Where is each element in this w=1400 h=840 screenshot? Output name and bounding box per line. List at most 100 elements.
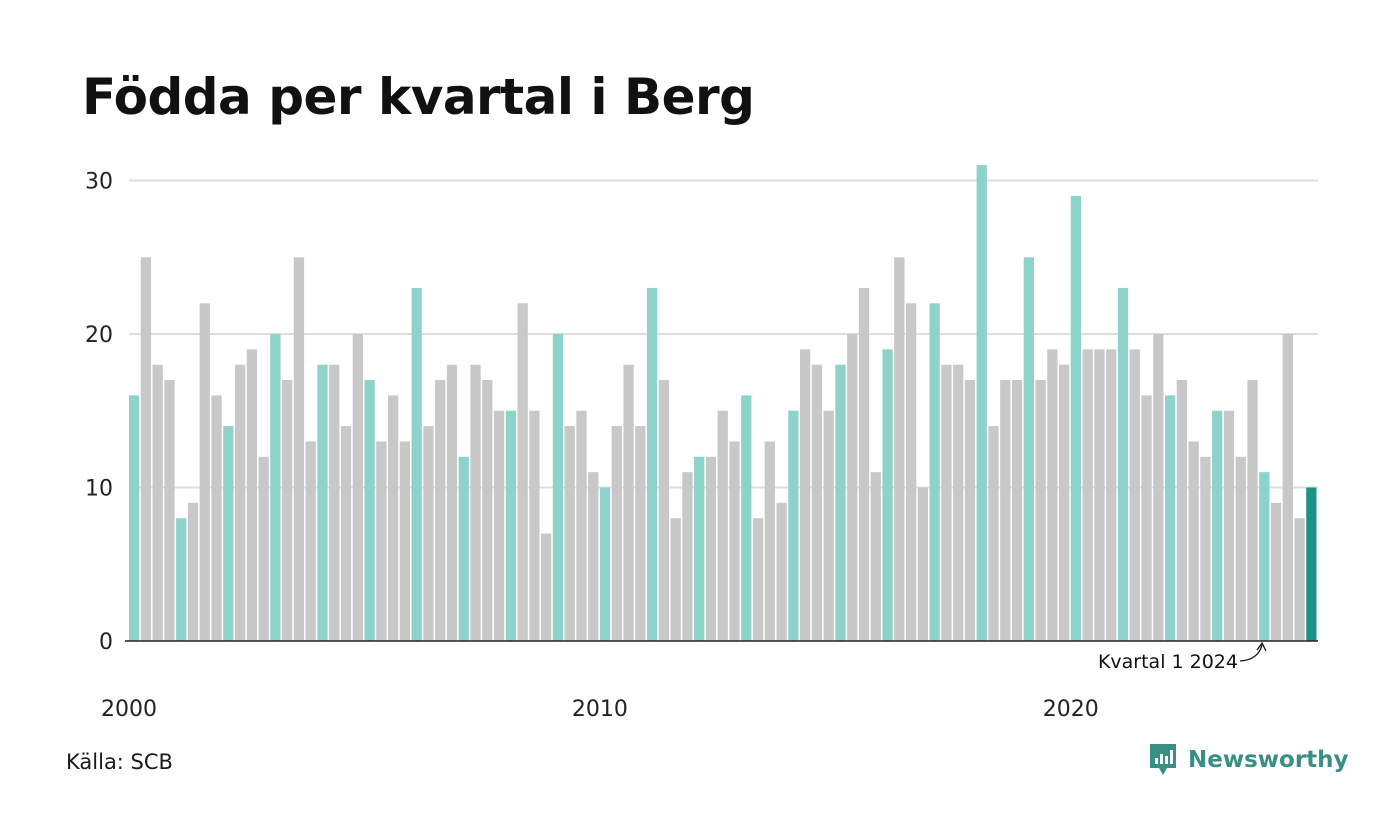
bar	[1282, 334, 1293, 641]
bar	[1247, 380, 1258, 641]
bar	[905, 303, 917, 641]
bar	[752, 518, 764, 641]
bar	[764, 441, 775, 641]
bar	[564, 426, 575, 641]
bar	[882, 349, 893, 641]
bar	[788, 410, 799, 641]
bar	[376, 441, 387, 641]
bar	[1141, 395, 1152, 641]
bar	[1047, 349, 1058, 641]
bar	[446, 364, 458, 641]
bar	[741, 395, 752, 641]
bar	[317, 364, 328, 641]
bar	[835, 364, 846, 641]
x-tick-label: 2010	[572, 697, 628, 722]
bar	[293, 257, 305, 641]
bar	[776, 502, 787, 641]
bar	[234, 364, 246, 641]
bar	[187, 502, 199, 641]
bar	[1294, 518, 1305, 641]
bar	[270, 334, 281, 641]
bar	[1035, 380, 1046, 641]
bar	[800, 349, 811, 641]
bar	[976, 165, 987, 641]
bar	[529, 410, 540, 641]
bar	[599, 487, 611, 641]
bar	[1188, 441, 1199, 641]
bar	[894, 257, 905, 641]
bar	[223, 426, 234, 641]
bar	[1129, 349, 1140, 641]
bar	[364, 380, 375, 641]
bar	[611, 426, 622, 641]
bar	[493, 410, 505, 641]
bar	[635, 426, 646, 641]
y-tick-label: 10	[85, 477, 113, 502]
bar	[423, 426, 434, 641]
bar	[411, 287, 422, 641]
bar	[176, 518, 187, 641]
bar	[1270, 502, 1282, 641]
bar	[552, 334, 564, 641]
bar	[1070, 195, 1082, 641]
x-tick-label: 2000	[101, 697, 157, 722]
bar	[129, 395, 140, 641]
bar	[658, 380, 670, 641]
bar	[1223, 410, 1235, 641]
bar	[1176, 380, 1188, 641]
bar	[340, 426, 352, 641]
bar	[517, 303, 528, 641]
bar	[729, 441, 740, 641]
bar	[1082, 349, 1093, 641]
bar	[694, 456, 705, 641]
bar	[211, 395, 222, 641]
bar	[988, 426, 999, 641]
bar	[682, 472, 693, 641]
y-tick-label: 0	[99, 630, 113, 655]
bar	[964, 380, 976, 641]
bar	[1117, 287, 1129, 641]
bar	[623, 364, 634, 641]
bar	[929, 303, 940, 641]
bar	[576, 410, 587, 641]
bar	[917, 487, 929, 641]
bar	[399, 441, 411, 641]
bar	[470, 364, 481, 641]
bar	[1094, 349, 1105, 641]
newsworthy-logo-icon	[1150, 744, 1176, 775]
bar	[199, 303, 210, 641]
bar	[1259, 472, 1270, 641]
bar	[811, 364, 823, 641]
brand-logo: Newsworthy	[1148, 742, 1349, 778]
bar	[282, 380, 293, 641]
bar	[953, 364, 964, 641]
bar	[246, 349, 257, 641]
bar	[646, 287, 658, 641]
bar	[152, 364, 163, 641]
bars	[129, 165, 1317, 641]
bar	[258, 456, 269, 641]
x-tick-label: 2020	[1043, 697, 1099, 722]
brand-name: Newsworthy	[1188, 747, 1349, 773]
chart-title: Födda per kvartal i Berg	[82, 68, 755, 126]
bar	[1023, 257, 1034, 641]
y-tick-label: 20	[85, 323, 113, 348]
bar	[329, 364, 340, 641]
bar	[1106, 349, 1117, 641]
bar	[1011, 380, 1023, 641]
bar	[847, 334, 858, 641]
bar	[387, 395, 399, 641]
bar	[541, 533, 552, 641]
bar	[717, 410, 728, 641]
annotation-arrowhead	[1256, 641, 1267, 652]
bar	[482, 380, 493, 641]
bar	[305, 441, 316, 641]
bar	[1306, 487, 1317, 641]
bar	[1212, 410, 1223, 641]
bar	[1153, 334, 1164, 641]
annotation: Kvartal 1 2024	[1098, 641, 1267, 673]
source-note: Källa: SCB	[66, 750, 173, 774]
bar	[1235, 456, 1246, 641]
bar	[435, 380, 446, 641]
bar	[458, 456, 469, 641]
